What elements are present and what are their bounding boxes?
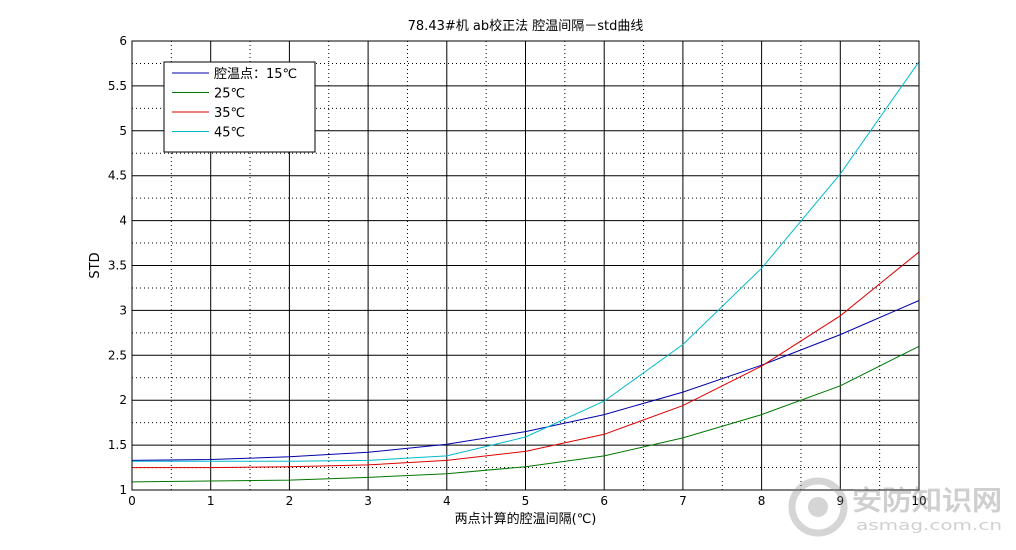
series-line-1 [131, 345, 920, 483]
y-tick-label: 1 [119, 483, 127, 497]
x-tick-label: 7 [679, 494, 687, 508]
x-tick-label: 8 [758, 494, 766, 508]
y-axis-label: STD [88, 252, 103, 278]
x-tick-label: 0 [128, 494, 136, 508]
watermark-url: asmag.com.cn [856, 518, 1002, 534]
legend-label-2: 35℃ [214, 106, 245, 121]
x-tick-label: 4 [443, 494, 451, 508]
y-tick-label: 3 [119, 303, 127, 317]
legend-label-1: 25℃ [214, 87, 245, 102]
watermark: 安防知识网 asmag.com.cn [788, 477, 1002, 537]
legend: 腔温点：15℃ 25℃ 35℃ 45℃ [163, 61, 316, 153]
y-tick-label: 2.5 [108, 348, 127, 362]
y-tick-label: 6 [119, 34, 127, 48]
legend-label-3: 45℃ [214, 126, 245, 141]
watermark-text: 安防知识网 [852, 486, 1002, 517]
y-tick-label: 4.5 [108, 169, 127, 183]
x-tick-label: 3 [364, 494, 372, 508]
x-tick-label: 6 [600, 494, 608, 508]
x-tick-label: 2 [286, 494, 294, 508]
y-tick-label: 5.5 [108, 79, 127, 93]
x-tick-label: 10 [911, 494, 926, 508]
y-tick-label: 4 [119, 214, 127, 228]
y-tick-label: 5 [119, 124, 127, 138]
circle-logo-icon [788, 477, 848, 537]
x-tick-label: 9 [836, 494, 844, 508]
y-tick-label: 3.5 [108, 259, 127, 273]
series-line-3 [132, 61, 920, 462]
x-tick-label: 1 [207, 494, 215, 508]
y-tick-label: 1.5 [108, 438, 127, 452]
series-line-2 [132, 251, 920, 469]
x-tick-label: 5 [522, 494, 530, 508]
legend-label-0: 腔温点：15℃ [214, 67, 297, 82]
series-line-0 [131, 300, 920, 461]
x-axis-label: 两点计算的腔温间隔(℃) [455, 511, 597, 527]
plot-frame [131, 40, 920, 491]
y-tick-label: 2 [119, 393, 127, 407]
circle-logo-icon-inner [808, 497, 828, 517]
series-lines [131, 61, 920, 483]
legend-box [163, 61, 316, 153]
chart-title: 78.43#机 ab校正法 腔温间隔－std曲线 [408, 18, 644, 34]
